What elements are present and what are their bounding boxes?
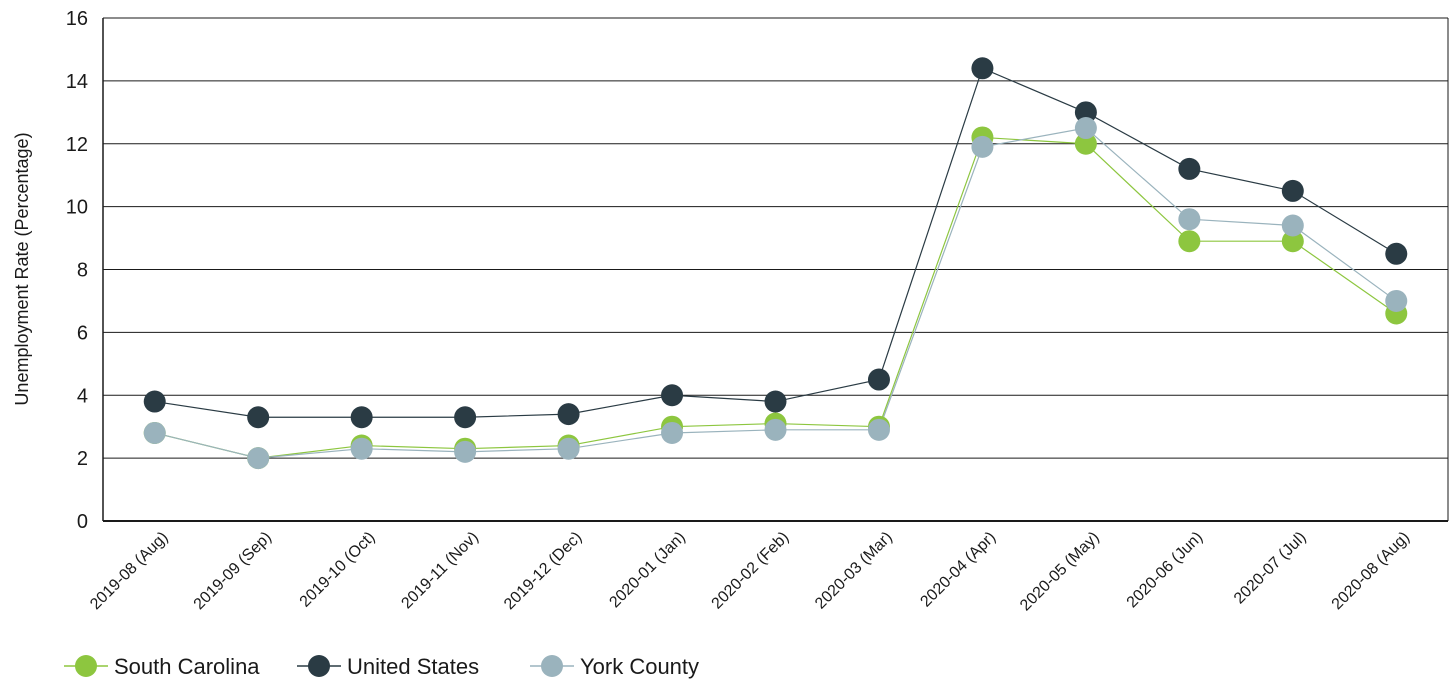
y-tick-label: 14 [66,71,88,93]
data-point [971,135,994,158]
legend-label: United States [347,654,479,679]
legend-label: South Carolina [114,654,260,679]
data-point [971,57,994,80]
y-axis-label: Unemployment Rate (Percentage) [12,132,32,405]
y-tick-label: 10 [66,197,88,219]
data-point [350,437,373,460]
data-point [247,406,270,429]
x-tick-label: 2020-05 (May) [1017,529,1103,615]
data-point [1074,117,1097,140]
series-group [143,57,1408,470]
x-tick-label: 2020-04 (Apr) [917,529,999,611]
data-point [1178,230,1201,253]
data-point [1178,208,1201,231]
legend-label: York County [580,654,699,679]
x-tick-label: 2019-11 (Nov) [398,529,482,613]
y-tick-label: 16 [66,8,88,30]
series-line [154,67,1397,418]
y-tick-label: 0 [77,511,88,533]
data-point [867,368,890,391]
data-point [1178,157,1201,180]
data-point [1281,230,1304,253]
data-point [661,384,684,407]
x-tick-label: 2020-07 (Jul) [1231,529,1310,608]
data-point [1385,289,1408,312]
gridlines [103,17,1448,459]
y-tick-label: 2 [77,448,88,470]
data-point [143,390,166,413]
y-tick-label: 12 [66,134,88,156]
x-tick-label: 2019-12 (Dec) [501,529,585,613]
legend: South Carolina United States York County [64,654,699,679]
y-tick-label: 4 [77,385,88,407]
x-tick-label: 2019-09 (Sep) [191,529,275,613]
legend-marker [308,655,330,677]
legend-marker [75,655,97,677]
data-point [1281,179,1304,202]
x-tick-label: 2019-08 (Aug) [87,529,171,613]
x-tick-label: 2020-03 (Mar) [812,529,896,613]
x-tick-label: 2020-06 (Jun) [1124,529,1206,611]
data-point [1281,214,1304,237]
y-tick-label: 6 [77,322,88,344]
data-point [661,421,684,444]
axes [102,18,1449,522]
y-tick-label: 8 [77,260,88,282]
x-tick-labels: 2019-08 (Aug) 2019-09 (Sep) 2019-10 (Oct) 2… [87,529,1413,615]
data-point [247,447,270,470]
data-point [454,440,477,463]
data-point [1074,101,1097,124]
data-point [1385,242,1408,265]
data-point [1074,132,1097,155]
legend-marker [541,655,563,677]
data-point [557,403,580,426]
x-tick-label: 2020-02 (Feb) [709,529,793,613]
data-point [764,418,787,441]
x-tick-label: 2020-08 (Aug) [1329,529,1413,613]
data-point [557,437,580,460]
data-point [764,390,787,413]
data-point [867,418,890,441]
x-tick-label: 2019-10 (Oct) [297,529,379,611]
x-tick-label: 2020-01 (Jan) [606,529,688,611]
data-point [454,406,477,429]
y-tick-labels: 0 2 4 6 8 10 12 14 16 [66,8,88,533]
data-point [350,406,373,429]
data-point [143,421,166,444]
